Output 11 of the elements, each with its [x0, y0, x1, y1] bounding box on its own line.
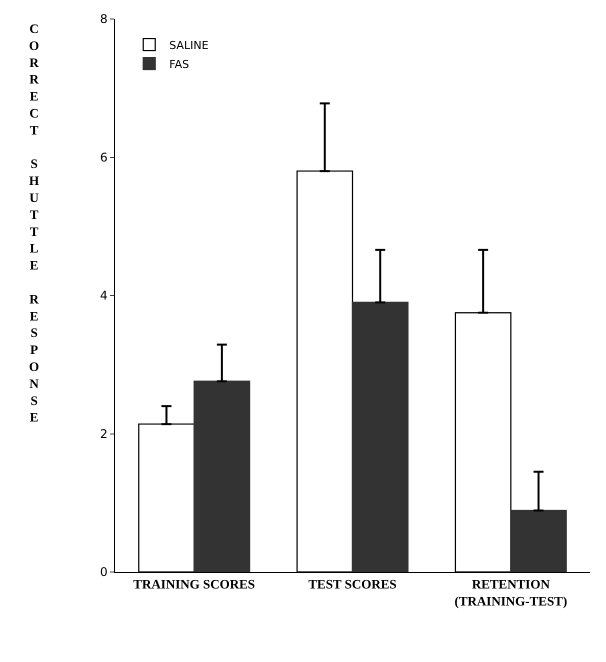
legend-label: SALINE	[169, 38, 209, 52]
y-tick-label: 4	[100, 288, 108, 303]
legend-label: FAS	[169, 58, 190, 71]
x-tick-label: TEST SCORES	[308, 576, 397, 592]
x-tick-label: RETENTION (TRAINING-TEST)	[454, 576, 568, 608]
y-tick-label: 2	[100, 426, 108, 441]
y-tick-label: 0	[100, 565, 108, 580]
y-tick-label: 6	[100, 150, 108, 164]
x-tick-label: TRAINING SCORES	[133, 576, 256, 592]
y-tick-label: 8	[100, 12, 108, 26]
text: CORRECT SHUTTLE RESPONSE	[29, 21, 40, 425]
